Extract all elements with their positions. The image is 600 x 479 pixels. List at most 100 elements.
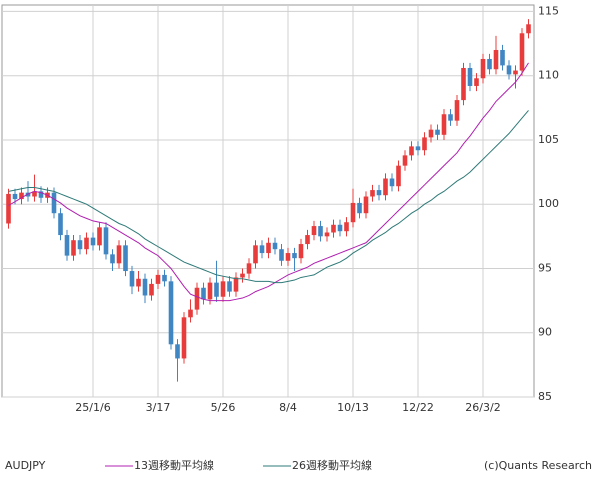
candle-body xyxy=(155,274,161,284)
moving-average-line xyxy=(8,110,529,284)
x-tick-label: 8/4 xyxy=(279,401,297,414)
candle-body xyxy=(12,193,18,200)
candle-body xyxy=(84,237,89,250)
candle-body xyxy=(168,281,174,345)
y-tick-label: 110 xyxy=(538,69,559,82)
candle-body xyxy=(162,274,167,282)
candle-body xyxy=(331,224,336,233)
candle-body xyxy=(305,235,310,245)
candle-body xyxy=(292,253,297,259)
candle-body xyxy=(77,240,83,250)
candle-body xyxy=(279,249,284,261)
x-tick-label: 25/1/6 xyxy=(75,401,110,414)
y-tick-label: 100 xyxy=(538,197,559,210)
candle-body xyxy=(90,237,96,246)
candle-body xyxy=(188,309,193,318)
y-tick-label: 115 xyxy=(538,4,559,17)
candle-body xyxy=(480,58,486,79)
candle-body xyxy=(272,242,278,250)
candle-body xyxy=(311,226,317,236)
candle-body xyxy=(324,232,330,237)
candle-body xyxy=(441,114,447,135)
legend-label: 13週移動平均線 xyxy=(134,458,214,472)
candle-body xyxy=(337,224,343,232)
candle-body xyxy=(415,146,421,151)
candle-body xyxy=(350,202,356,223)
candle-body xyxy=(370,190,375,197)
symbol: AUDJPY xyxy=(5,459,46,472)
candle-body xyxy=(519,33,525,71)
candle-body xyxy=(64,235,70,256)
candle-body xyxy=(318,226,323,237)
candle-body xyxy=(467,67,473,86)
candle-body xyxy=(6,193,11,224)
candle-body xyxy=(71,240,76,256)
candle-body xyxy=(207,282,213,300)
candle-body xyxy=(357,202,362,214)
candle-body xyxy=(194,287,200,310)
candle-body xyxy=(298,244,304,259)
candle-body xyxy=(474,78,479,86)
candle-body xyxy=(493,49,499,70)
credit: (c)Quants Research xyxy=(484,459,592,472)
candle-body xyxy=(253,245,258,264)
candle-body xyxy=(220,281,226,297)
candle-body xyxy=(181,317,187,359)
candle-body xyxy=(110,254,115,264)
candle-body xyxy=(149,283,154,296)
candle-body xyxy=(389,178,395,187)
candle-body xyxy=(513,70,518,75)
candle-body xyxy=(383,178,388,196)
candle-body xyxy=(175,344,180,359)
candle-body xyxy=(266,242,271,254)
candle-body xyxy=(259,245,265,254)
candle-body xyxy=(32,191,37,197)
y-tick-label: 105 xyxy=(538,133,559,146)
candle-body xyxy=(454,100,460,121)
candle-body xyxy=(129,271,135,287)
y-tick-label: 95 xyxy=(538,261,552,274)
candle-body xyxy=(344,222,349,232)
candle-body xyxy=(376,190,382,196)
x-tick-label: 5/26 xyxy=(211,401,236,414)
y-tick-label: 85 xyxy=(538,390,552,403)
candle-body xyxy=(526,24,531,34)
candle-body xyxy=(240,273,245,278)
candle-body xyxy=(487,58,492,70)
candle-body xyxy=(500,49,505,66)
candle-body xyxy=(448,114,453,121)
x-tick-label: 26/3/2 xyxy=(465,401,500,414)
plot-frame xyxy=(1,4,535,398)
candle-body xyxy=(233,277,239,292)
candle-body xyxy=(214,282,219,297)
candle-body xyxy=(51,192,57,214)
candle-body xyxy=(461,67,466,101)
moving-average-line xyxy=(8,62,529,302)
candle-body xyxy=(428,129,434,138)
x-tick-label: 10/13 xyxy=(337,401,369,414)
candle-body xyxy=(506,65,512,75)
candle-body xyxy=(38,191,44,198)
candle-body xyxy=(136,278,141,287)
candle-body xyxy=(103,227,109,255)
x-tick-label: 12/22 xyxy=(402,401,434,414)
candle-body xyxy=(246,263,252,274)
candle-body xyxy=(123,245,128,272)
y-tick-label: 90 xyxy=(538,326,552,339)
candle-body xyxy=(19,192,24,200)
legend-label: 26週移動平均線 xyxy=(292,458,372,472)
candle-body xyxy=(396,165,401,187)
candle-body xyxy=(402,155,408,166)
candle-body xyxy=(116,245,122,264)
candle-body xyxy=(409,146,414,156)
candle-body xyxy=(227,281,232,292)
candle-body xyxy=(285,253,291,261)
candle-body xyxy=(363,196,369,214)
candle-body xyxy=(97,227,102,246)
candle-body xyxy=(435,129,440,135)
candle-body xyxy=(142,278,148,296)
candle-body xyxy=(58,213,63,236)
candle-body xyxy=(201,287,206,300)
x-tick-label: 3/17 xyxy=(146,401,171,414)
